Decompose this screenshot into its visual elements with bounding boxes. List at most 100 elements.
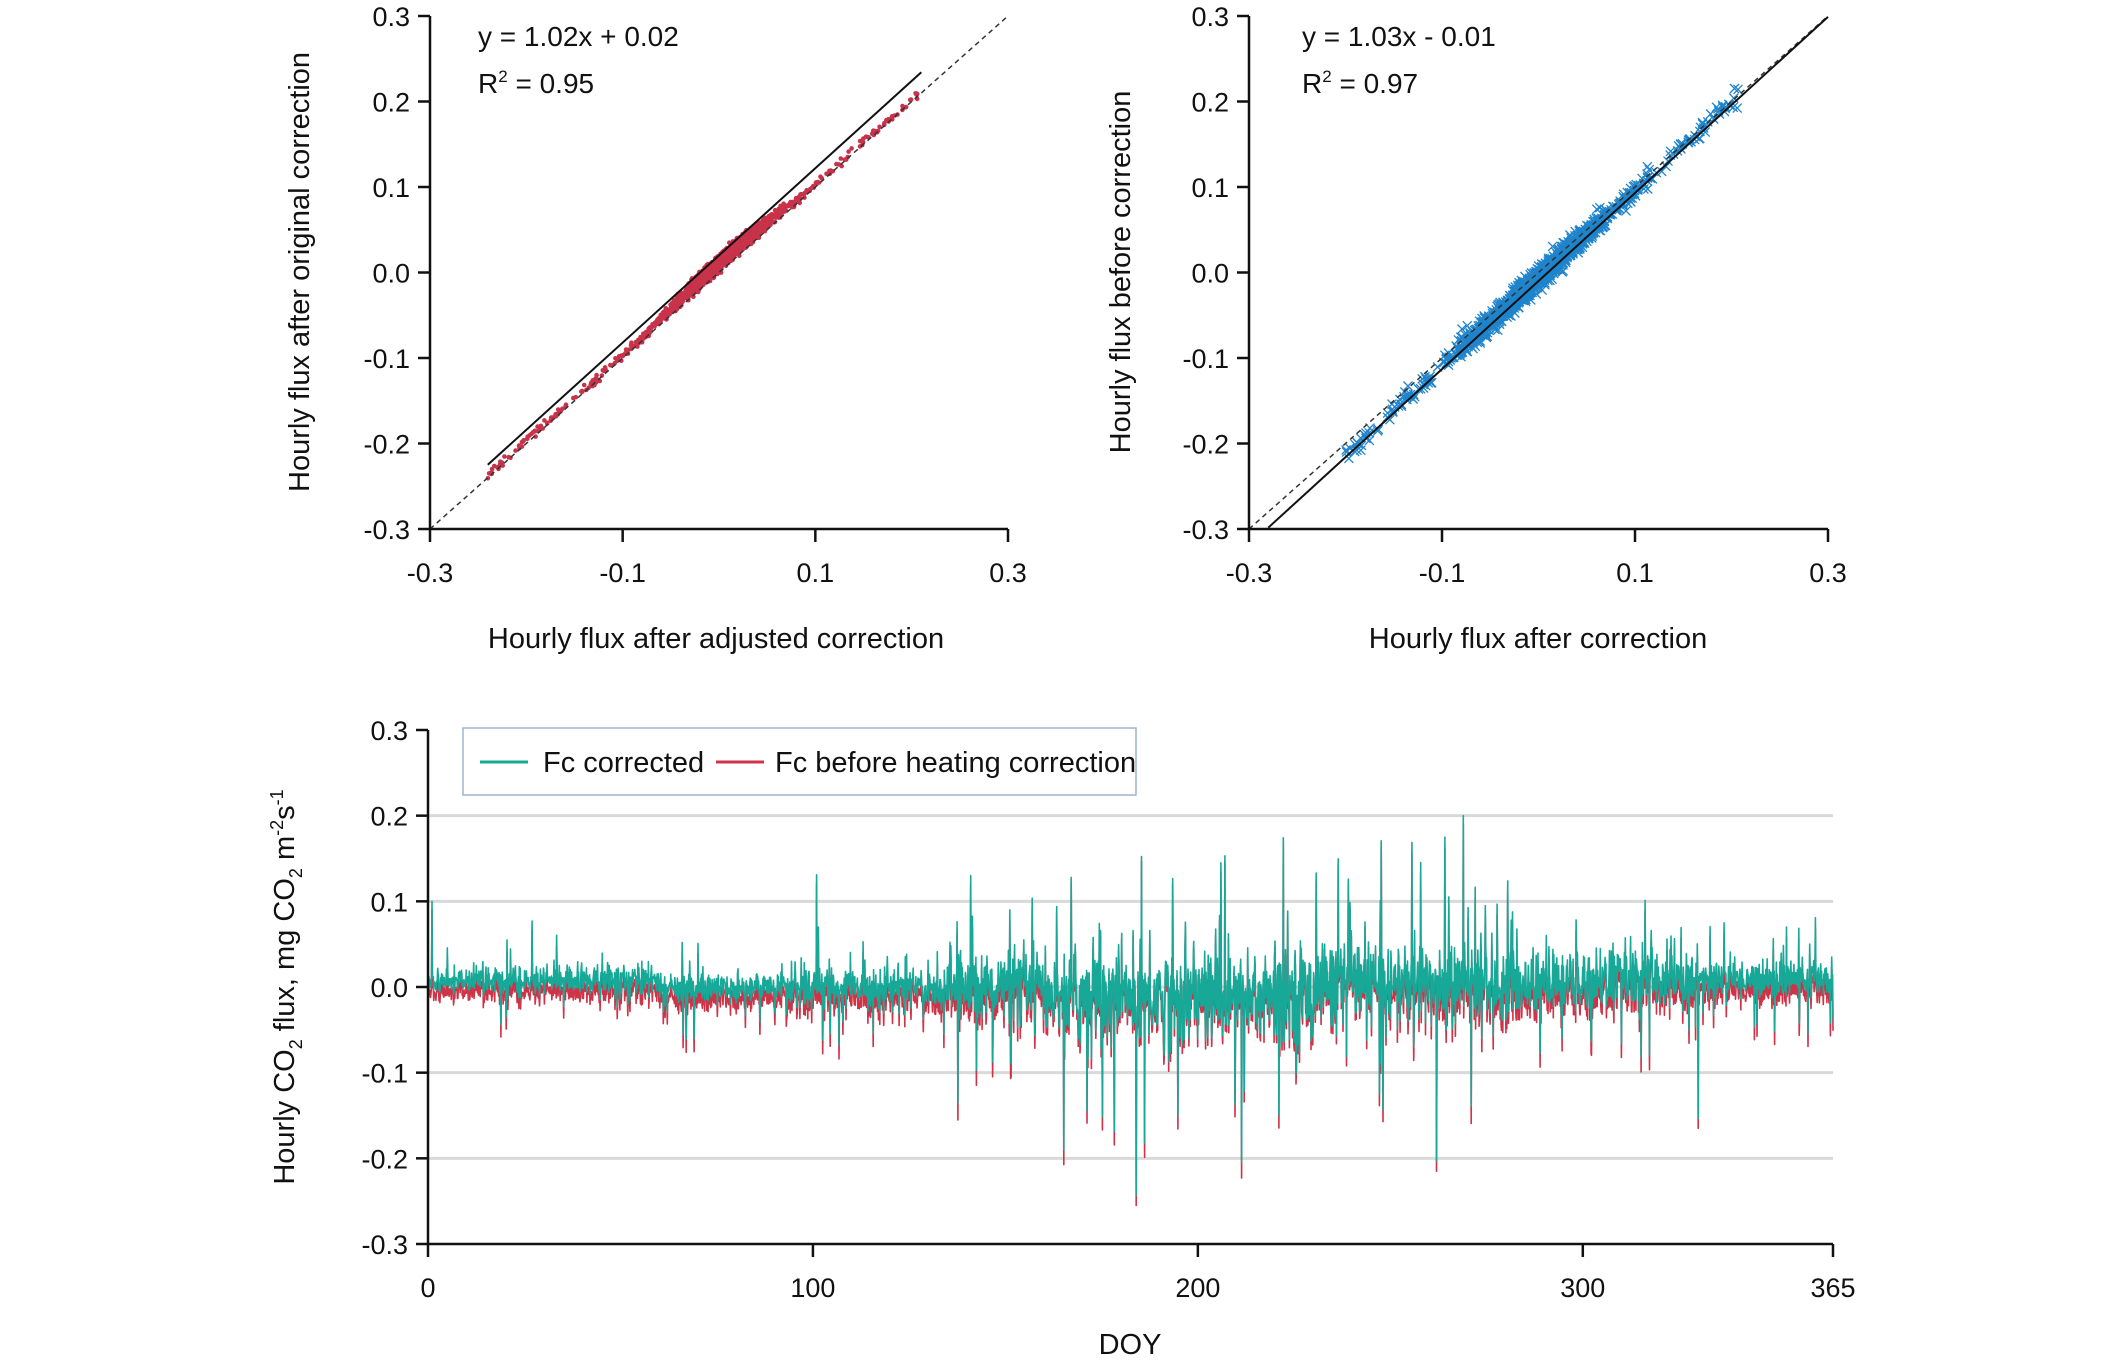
scatter-point <box>771 214 776 220</box>
scatter-point <box>796 198 801 203</box>
y-tick-label: 0.2 <box>372 88 410 118</box>
scatter-point <box>713 267 719 273</box>
scatter-point <box>1729 83 1740 94</box>
scatter-point <box>1621 205 1631 216</box>
scatter-point <box>908 97 914 102</box>
scatter-point <box>762 219 767 224</box>
scatter-point <box>766 214 771 219</box>
scatter-point <box>1373 424 1384 435</box>
scatter-point <box>681 294 686 299</box>
scatter-point <box>527 433 532 438</box>
y-tick-label: -0.1 <box>361 1059 408 1089</box>
x-tick-label: -0.1 <box>599 558 646 588</box>
scatter-point <box>643 332 648 337</box>
scatter-point <box>716 260 721 265</box>
scatter-point <box>900 103 905 109</box>
scatter-point <box>573 394 579 400</box>
scatter-point <box>695 283 701 289</box>
scatter-point <box>1633 180 1644 191</box>
scatter-point <box>542 418 547 423</box>
x-tick-label: 0.1 <box>797 558 835 588</box>
y-tick-label: 0.1 <box>1191 173 1229 203</box>
scatter-point <box>1495 297 1506 308</box>
scatter-point <box>726 255 732 261</box>
y-ticks-left: -0.3 -0.2 -0.1 0.0 0.1 0.2 0.3 <box>363 2 430 545</box>
scatter-point <box>779 207 784 213</box>
y-tick-label: 0.2 <box>370 802 408 832</box>
scatter-point <box>581 382 587 388</box>
scatter-point <box>687 293 693 298</box>
scatter-point <box>702 275 708 281</box>
y-tick-label: 0.1 <box>370 887 408 917</box>
scatter-point <box>533 434 538 439</box>
y-tick-label: 0.0 <box>372 259 410 289</box>
x-tick-label: 300 <box>1560 1273 1605 1303</box>
scatter-point <box>1656 166 1667 177</box>
scatter-point <box>538 423 544 429</box>
scatter-point <box>1621 193 1632 204</box>
scatter-point <box>513 448 518 453</box>
scatter-point <box>623 347 629 352</box>
scatter-point <box>679 298 685 303</box>
regression-line-right <box>1267 16 1829 529</box>
y-tick-label: -0.1 <box>1182 344 1229 374</box>
scatter-point <box>682 289 688 295</box>
scatter-point <box>601 368 606 373</box>
series-line-fc-corrected <box>427 814 1834 1196</box>
scatter-point <box>678 294 683 300</box>
scatter-point <box>741 242 746 247</box>
scatter-point <box>691 284 697 290</box>
scatter-point <box>1423 372 1434 383</box>
r-squared-left: R2 = 0.95 <box>478 67 594 99</box>
scatter-point <box>1384 414 1395 425</box>
x-ticks-left: -0.3 -0.1 0.1 0.3 <box>407 529 1027 588</box>
legend-box <box>462 727 1137 796</box>
scatter-point <box>824 171 829 176</box>
scatter-point <box>1511 293 1522 304</box>
scatter-point <box>638 334 643 340</box>
scatter-point <box>753 224 758 230</box>
scatter-point <box>1469 325 1480 336</box>
x-axis-title-right: Hourly flux after correction <box>1369 623 1707 655</box>
scatter-point <box>1559 241 1570 252</box>
scatter-point <box>674 300 679 305</box>
scatter-plot-left: -0.3-0.2-0.10.00.10.20.3 -0.3 -0.1 0.1 0.3 … <box>284 2 1027 655</box>
scatter-point <box>1462 320 1473 331</box>
scatter-point <box>687 287 692 292</box>
scatter-point <box>1481 332 1492 343</box>
x-tick-label: 0.1 <box>1616 558 1654 588</box>
x-tick-label: 100 <box>790 1273 835 1303</box>
x-tick-label: 0.3 <box>989 558 1027 588</box>
scatter-point <box>1341 447 1352 458</box>
r-squared-right: R2 = 0.97 <box>1302 67 1418 99</box>
y-tick-label: 0.1 <box>372 173 410 203</box>
scatter-point <box>797 194 802 200</box>
x-tick-label: 200 <box>1175 1273 1220 1303</box>
scatter-point <box>1528 276 1539 287</box>
scatter-point <box>740 246 746 252</box>
x-tick-label: -0.3 <box>407 558 454 588</box>
scatter-point <box>663 310 669 315</box>
y-axis-title-bottom: Hourly CO2 flux, mg CO2 m-2s-1 <box>267 789 306 1184</box>
x-tick-label: 0.3 <box>1809 558 1847 588</box>
regression-equation-left: y = 1.02x + 0.02 <box>478 21 679 52</box>
scatter-point <box>650 322 655 327</box>
y-tick-label: -0.1 <box>363 344 410 374</box>
scatter-point <box>695 289 701 295</box>
scatter-point <box>787 202 792 208</box>
y-tick-label: -0.3 <box>1182 515 1229 545</box>
y-tick-label: 0.3 <box>1191 2 1229 32</box>
scatter-point <box>1496 305 1506 316</box>
scatter-point <box>838 156 844 161</box>
regression-line-left <box>487 71 922 466</box>
x-tick-label: -0.3 <box>1226 558 1273 588</box>
scatter-point <box>608 362 613 368</box>
x-tick-label: 0 <box>420 1273 435 1303</box>
x-ticks-right: -0.3 -0.1 0.1 0.3 <box>1226 529 1847 588</box>
scatter-point <box>1732 103 1743 114</box>
scatter-point <box>658 318 663 324</box>
scatter-point <box>1705 109 1716 119</box>
y-axis-title-right: Hourly flux before correction <box>1105 91 1137 454</box>
scatter-point <box>802 190 807 196</box>
